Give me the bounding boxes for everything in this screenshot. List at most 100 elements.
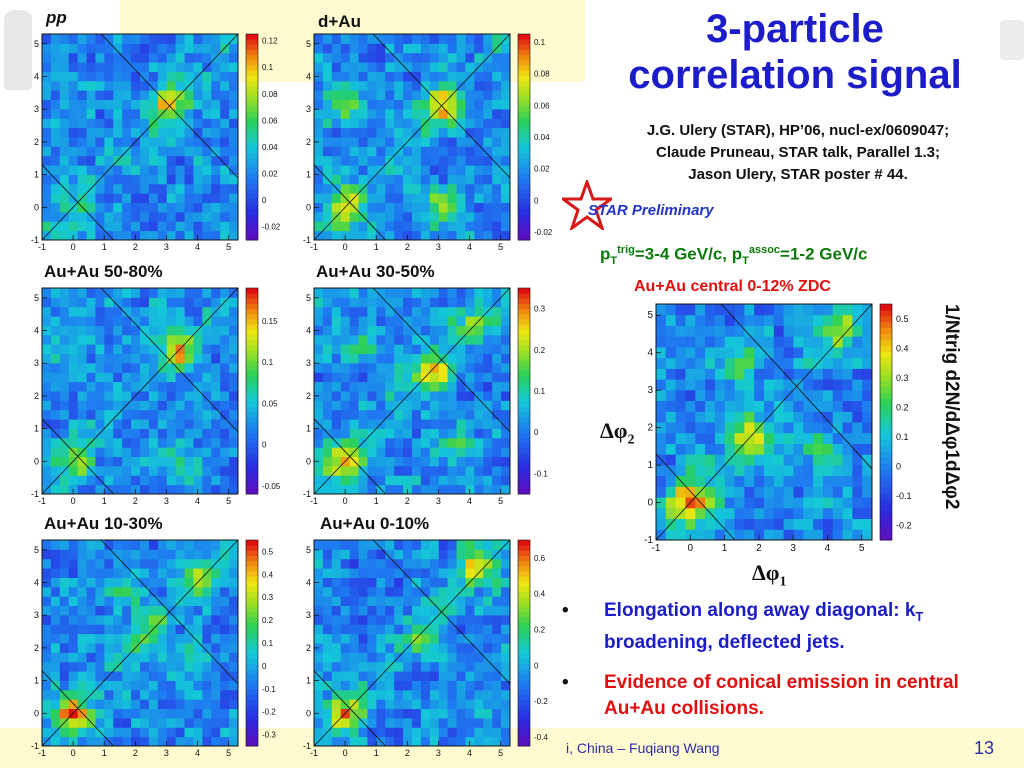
heatmap-cell [59,372,70,383]
zaxis-label: 1/Ntrig d2N/dΔφ1dΔφ2 [941,304,962,509]
heatmap-cell [349,325,360,336]
heatmap-cell [734,368,745,380]
heatmap-cell [403,230,413,241]
plot-frame [41,33,239,241]
scale-cell [518,555,530,562]
heatmap-cell [744,518,755,530]
heatmap-cell [157,549,168,560]
scale-cell [518,203,530,210]
heatmap-cell [793,443,804,455]
heatmap-cell [140,605,150,616]
heatmap-cell [131,372,141,383]
heatmap-cell [734,314,745,326]
heatmap-cell [175,183,186,194]
heatmap-cell [220,362,230,373]
heatmap-cell [367,577,377,588]
heatmap-cell [420,353,431,364]
heatmap-cell [474,165,484,175]
heatmap-cell [331,137,342,147]
big-ylabel-text: Δφ [600,418,628,443]
heatmap-cell [394,456,404,467]
heatmap-cell [420,165,431,175]
heatmap-cell [175,699,186,710]
heatmap-cell [131,62,141,72]
heatmap-cell [385,484,395,495]
scale-cell [880,345,892,352]
heatmap-cell [852,507,863,520]
heatmap-cell [148,316,159,326]
scale-cell [246,740,258,747]
heatmap-cell [764,346,775,359]
heatmap-cell [420,202,431,213]
heatmap-cell [793,422,804,434]
heatmap-cell [420,419,431,429]
heatmap-cell [331,391,342,401]
heatmap-cell [385,400,395,411]
heatmap-cell [220,316,230,326]
heatmap-cell [385,671,395,681]
heatmap-cell [77,624,88,635]
heatmap-cell [157,193,168,204]
heatmap-cell [842,443,853,455]
heatmap-cell [95,193,105,204]
heatmap-cell [50,306,61,317]
heatmap-cell [59,736,70,747]
heatmap-cell [483,155,493,166]
heatmap-cell [783,336,794,348]
heatmap-cell [50,689,61,700]
heatmap-cell [113,174,123,185]
heatmap-cell [77,586,88,597]
heatmap-cell [148,400,159,411]
heatmap-cell [492,344,502,355]
heatmap-cell [438,633,449,644]
heatmap-cell [104,652,114,663]
scale-cell [518,344,530,351]
heatmap-cell [166,193,177,204]
scale-cell [246,329,258,335]
heatmap-cell [376,689,386,700]
heatmap-cell [104,90,114,101]
heatmap-cell [113,34,123,44]
heatmap-cell [501,174,511,185]
heatmap-cell [492,372,502,383]
heatmap-cell [754,357,765,369]
heatmap-cell [229,614,239,625]
scale-cell [518,416,530,423]
heatmap-cell [714,486,726,498]
heatmap-cell [220,409,230,420]
heatmap-cell [420,549,431,560]
heatmap-cell [803,507,814,520]
heatmap-cell [86,633,96,644]
scale-frame [245,33,259,241]
heatmap-cell [783,497,794,509]
heatmap-cell [211,43,221,54]
heatmap-cell [140,596,150,607]
heatmap-cell [340,381,351,392]
heatmap-cell [193,372,203,383]
heatmap-cell [131,353,141,364]
scale-cell [246,658,258,665]
heatmap-cell [193,344,203,355]
heatmap-cell [695,346,706,359]
heatmap-cell [394,680,404,691]
scale-cell [246,137,258,143]
heatmap-cell [229,727,239,738]
z-tick-label: 0.06 [262,116,278,125]
heatmap-cell [193,475,203,486]
heatmap-cell [331,108,342,119]
heatmap-cell [465,661,475,672]
heatmap-cell [104,633,114,644]
away-diagonal-line [372,33,511,179]
heatmap-cell [385,372,395,383]
scale-cell [518,313,530,320]
heatmap-cell [77,484,88,495]
heatmap-cell [483,62,493,72]
heatmap-cell [447,146,458,157]
x-tick-label: 3 [436,748,441,758]
heatmap-cell [764,443,775,455]
heatmap-cell [754,486,765,498]
heatmap-cell [754,529,765,541]
heatmap-cell [358,699,368,710]
heatmap-cell [184,475,194,486]
heatmap-cell [184,108,194,119]
